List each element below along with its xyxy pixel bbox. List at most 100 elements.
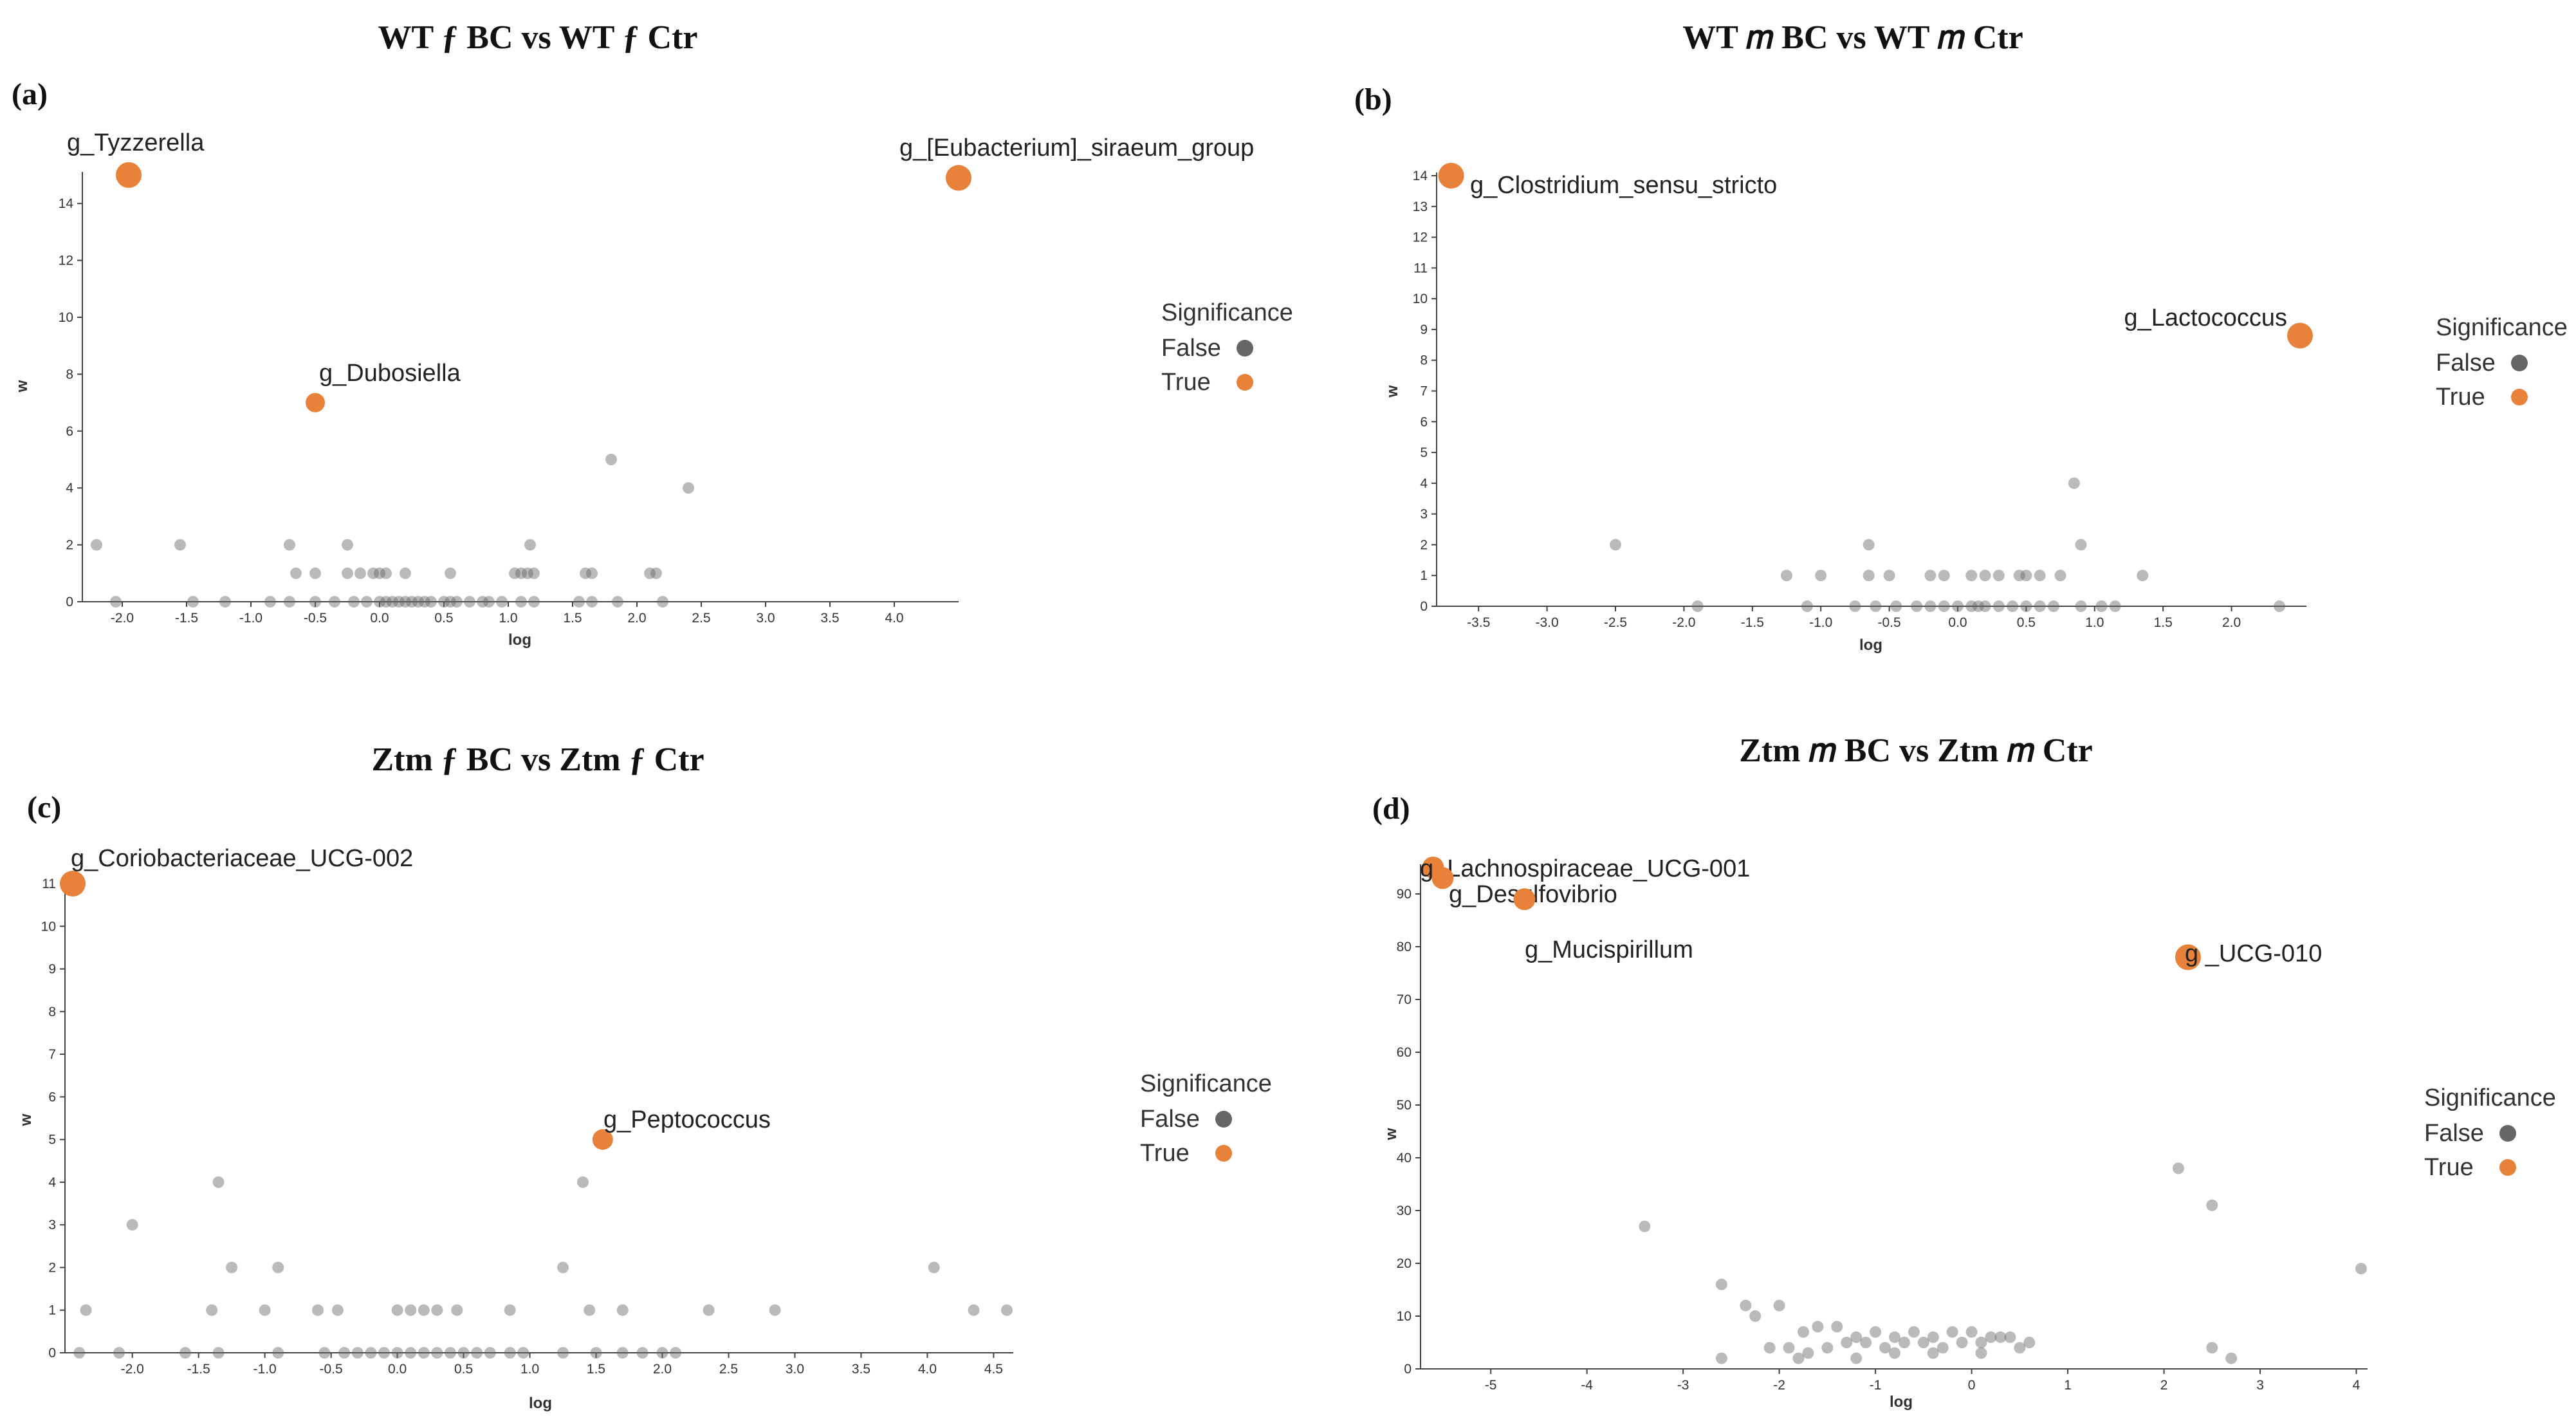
panel-b-y-tick-label: 14 bbox=[1413, 169, 1428, 183]
panel-c-point-false bbox=[391, 1347, 403, 1359]
panel-d-point-false bbox=[1821, 1342, 1834, 1354]
panel-b-point-false bbox=[2075, 539, 2087, 551]
panel-a-legend-title: Significance bbox=[1161, 299, 1293, 326]
panel-b-x-axis-label: log bbox=[1859, 636, 1882, 654]
panel-a-point-false bbox=[528, 567, 540, 579]
panel-c-x-tick-label: -1.5 bbox=[187, 1362, 210, 1377]
panel-b-point-false bbox=[1965, 600, 1978, 612]
panel-c-point-false bbox=[272, 1261, 284, 1274]
panel-a-point-false bbox=[445, 567, 456, 579]
panel-a-x-tick-label: 4.0 bbox=[885, 611, 903, 626]
panel-a-x-tick-label: 0.5 bbox=[434, 611, 453, 626]
panel-a-point-false bbox=[477, 596, 488, 608]
panel-d-label: (d) bbox=[1372, 792, 1410, 826]
panel-d-point-false bbox=[1898, 1337, 1910, 1348]
panel-a-point-false bbox=[683, 482, 694, 494]
panel-d-point-false bbox=[2206, 1342, 2218, 1354]
panel-a-y-tick-label: 2 bbox=[66, 538, 73, 553]
panel-a-point-false bbox=[657, 596, 668, 608]
panel-c-point-false bbox=[557, 1261, 569, 1274]
panel-b-point-false bbox=[2095, 600, 2108, 612]
panel-b-y-tick-label: 13 bbox=[1413, 200, 1428, 214]
panel-a-point-false bbox=[580, 567, 591, 579]
panel-b-point-false bbox=[1863, 539, 1875, 551]
panel-d-point-false bbox=[1927, 1331, 1939, 1343]
panel-d-point-false bbox=[1975, 1337, 1987, 1348]
panel-b-point-false bbox=[2109, 600, 2121, 612]
panel-b-point-false bbox=[2013, 570, 2025, 582]
panel-b-point-false bbox=[2075, 600, 2087, 612]
panel-b-x-tick-label: -3.5 bbox=[1467, 615, 1490, 630]
panel-b-x-tick-label: 1.5 bbox=[2154, 615, 2173, 630]
panel-b-point-false bbox=[1890, 600, 1902, 612]
panel-a-point-false bbox=[445, 596, 456, 608]
panel-c-point-false bbox=[769, 1304, 781, 1316]
panel-d-y-tick-label: 10 bbox=[1397, 1309, 1412, 1324]
panel-a-point-false bbox=[348, 596, 360, 608]
panel-b-point-false bbox=[1610, 539, 1621, 551]
panel-a-point-false bbox=[438, 596, 450, 608]
panel-a-point-false bbox=[509, 567, 520, 579]
panel-b-y-tick-label: 1 bbox=[1420, 568, 1428, 583]
panel-a-point-false bbox=[400, 596, 411, 608]
panel-d-y-tick-label: 0 bbox=[1404, 1362, 1412, 1377]
panel-a-y-axis-label: w bbox=[14, 380, 31, 393]
panel-d-legend-marker-true bbox=[2499, 1159, 2516, 1176]
panel-a-annotation: g_[Eubacterium]_siraeum_group bbox=[899, 135, 1254, 162]
panel-b-point-false bbox=[2274, 600, 2286, 612]
panel-a-point-false bbox=[367, 567, 379, 579]
panel-d-point-false bbox=[1850, 1352, 1863, 1364]
panel-c-legend-title: Significance bbox=[1140, 1070, 1272, 1097]
panel-c-y-axis-label: w bbox=[17, 1113, 35, 1126]
panel-a-x-tick-label: 2.0 bbox=[627, 611, 646, 626]
panel-b-point-false bbox=[1965, 570, 1978, 582]
panel-d-x-tick-label: -3 bbox=[1677, 1378, 1689, 1393]
panel-b-point-false bbox=[2137, 570, 2149, 582]
panel-d-x-tick-label: -1 bbox=[1870, 1378, 1882, 1393]
panel-c-y-tick-label: 10 bbox=[41, 919, 56, 934]
panel-b-x-tick-label: 1.0 bbox=[2085, 615, 2104, 630]
panel-c-x-tick-label: -2.0 bbox=[121, 1362, 144, 1377]
panel-b-point-false bbox=[2020, 570, 2032, 582]
panel-c-point-false bbox=[318, 1347, 331, 1359]
panel-d-point-true bbox=[1513, 888, 1536, 911]
panel-d-point-false bbox=[1783, 1342, 1795, 1354]
panel-c-x-axis-label: log bbox=[529, 1395, 552, 1412]
panel-c-title: Ztm ƒ BC vs Ztm ƒ Ctr bbox=[371, 741, 704, 778]
panel-d-point-true bbox=[2175, 944, 2201, 971]
panel-c-y-tick-label: 4 bbox=[48, 1175, 56, 1190]
panel-a-x-tick-label: 2.5 bbox=[692, 611, 710, 626]
panel-c-point-false bbox=[584, 1304, 596, 1316]
panel-b-y-tick-label: 6 bbox=[1420, 414, 1428, 429]
panel-c-point-false bbox=[365, 1347, 377, 1359]
panel-c-point-false bbox=[670, 1347, 682, 1359]
panel-c-point-false bbox=[212, 1347, 225, 1359]
panel-a-point-false bbox=[451, 596, 463, 608]
panel-c-point-false bbox=[656, 1347, 668, 1359]
panel-c-point-false bbox=[504, 1347, 516, 1359]
panel-a-point-false bbox=[361, 596, 373, 608]
panel-d-y-tick-label: 40 bbox=[1397, 1151, 1412, 1166]
panel-c-point-false bbox=[378, 1347, 390, 1359]
panel-d-y-tick-label: 90 bbox=[1397, 887, 1412, 902]
panel-a-y-tick-label: 12 bbox=[59, 254, 73, 268]
panel-b-point-false bbox=[1781, 570, 1792, 582]
panel-c-x-tick-label: 2.5 bbox=[719, 1362, 738, 1377]
panel-b-point-true bbox=[2287, 322, 2313, 349]
panel-d-point-false bbox=[1802, 1347, 1814, 1359]
panel-b-point-false bbox=[1924, 570, 1937, 582]
panel-b-y-tick-label: 5 bbox=[1420, 445, 1428, 460]
panel-a-x-tick-label: -1.5 bbox=[175, 611, 198, 626]
panel-a-point-false bbox=[464, 596, 475, 608]
panel-a-y-tick-label: 14 bbox=[59, 196, 74, 211]
panel-a-point-false bbox=[342, 539, 353, 551]
panel-b-point-true bbox=[1438, 163, 1464, 189]
panel-a-x-tick-label: 1.0 bbox=[499, 611, 517, 626]
panel-c-point-false bbox=[471, 1347, 483, 1359]
panel-d-x-tick-label: 2 bbox=[2160, 1378, 2168, 1393]
panel-a-y-tick-label: 8 bbox=[66, 367, 73, 382]
panel-c-point-false bbox=[113, 1347, 125, 1359]
panel-c-point-false bbox=[418, 1347, 430, 1359]
panel-d-point-false bbox=[1975, 1347, 1987, 1359]
panel-a-point-false bbox=[522, 567, 533, 579]
